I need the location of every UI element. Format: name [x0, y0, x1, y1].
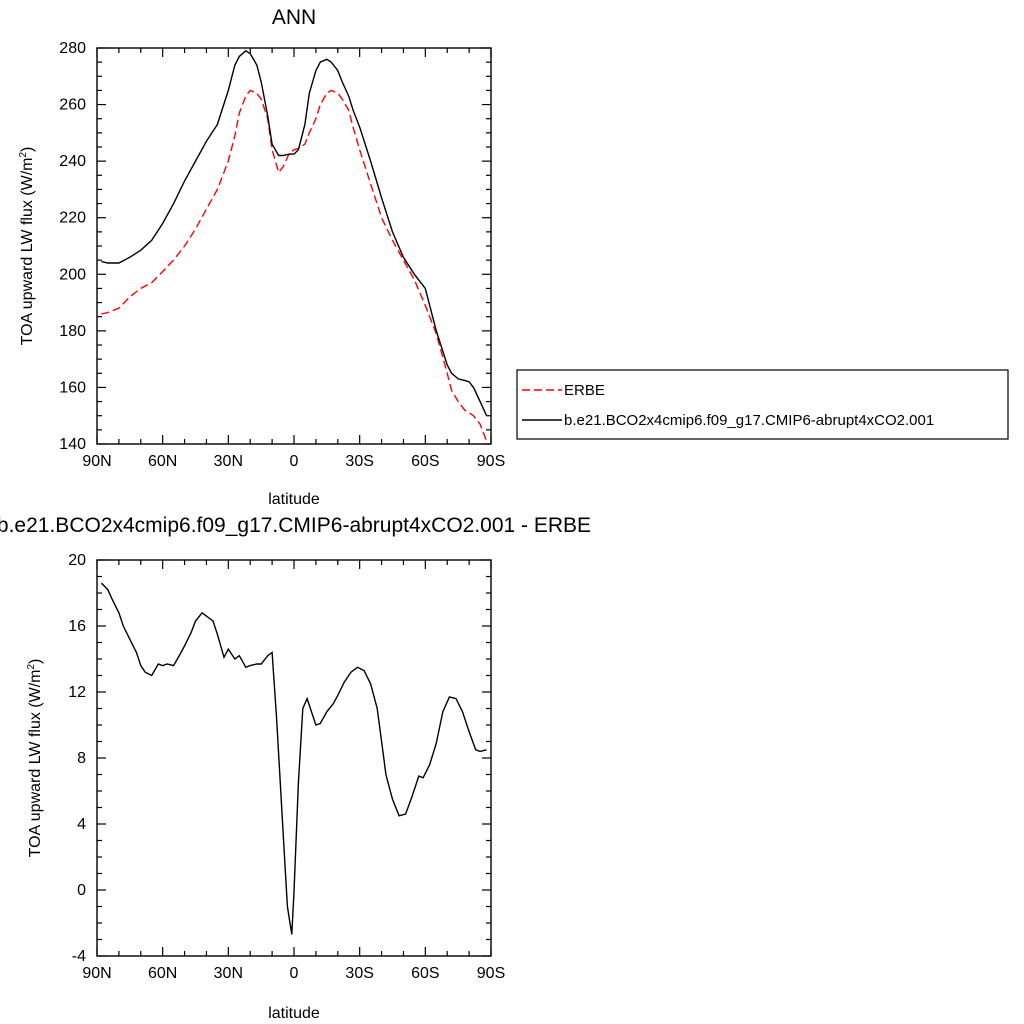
series-line-erbe	[101, 89, 488, 442]
legend-box	[516, 369, 1009, 440]
y-tick-label: 0	[77, 882, 86, 899]
y-tick-label: 8	[77, 750, 86, 767]
series-line-model	[101, 49, 488, 416]
series-lines-top	[101, 49, 488, 442]
x-tick-label: 60N	[148, 965, 177, 982]
series-lines-bottom	[100, 582, 487, 935]
x-tick-labels-top: 90N 60N 30N 0 30S 60S 90S	[82, 453, 505, 470]
chart-title-top: ANN	[272, 6, 316, 29]
y-axis-label-top-main: TOA upward LW flux (W/m	[19, 158, 36, 346]
x-tick-label: 60S	[411, 965, 439, 982]
x-tick-labels-bottom: 90N 60N 30N 0 30S 60S 90S	[82, 965, 505, 982]
y-tick-label: 12	[68, 684, 86, 701]
panel-top: ANN 90N 60N 30N 0 30S 60S 90S 140 160 180 200 220 2…	[18, 6, 1009, 508]
y-tick-label: 140	[59, 436, 86, 453]
x-axis-label-bottom: latitude	[268, 1005, 320, 1022]
y-tick-label: 160	[59, 379, 86, 396]
y-tick-label: -4	[72, 948, 86, 965]
y-axis-label-top-sup: 2	[18, 152, 29, 158]
y-tick-labels-bottom: -4 0 4 8 12 16 20	[68, 552, 86, 965]
y-tick-label: 4	[77, 816, 86, 833]
y-axis-label-bottom-main: TOA upward LW flux (W/m	[27, 670, 44, 858]
y-axis-label-top-close: )	[19, 147, 36, 152]
x-tick-label: 60N	[148, 453, 177, 470]
series-line-model	[100, 582, 487, 935]
panel-bottom: b.e21.BCO2x4cmip6.f09_g17.CMIP6-abrupt4x…	[0, 514, 591, 1022]
tick-marks-top	[96, 47, 492, 445]
x-tick-label: 60S	[411, 453, 439, 470]
y-tick-label: 260	[59, 97, 86, 114]
y-tick-label: 180	[59, 323, 86, 340]
x-tick-label: 90S	[477, 965, 505, 982]
y-tick-label: 240	[59, 153, 86, 170]
y-axis-label-bottom-close: )	[27, 659, 44, 664]
legend-entry-model: b.e21.BCO2x4cmip6.f09_g17.CMIP6-abrupt4x…	[564, 412, 934, 429]
x-tick-label: 90S	[477, 453, 505, 470]
x-axis-label-top: latitude	[268, 491, 320, 508]
x-tick-label: 0	[290, 965, 299, 982]
y-tick-label: 200	[59, 266, 86, 283]
x-tick-label: 0	[290, 453, 299, 470]
x-tick-label: 30N	[214, 965, 243, 982]
x-tick-label: 90N	[82, 453, 111, 470]
chart-title-bottom: b.e21.BCO2x4cmip6.f09_g17.CMIP6-abrupt4x…	[0, 514, 591, 537]
y-tick-label: 16	[68, 618, 86, 635]
x-tick-label: 30S	[345, 453, 373, 470]
legend-entry-erbe: ERBE	[564, 382, 605, 399]
y-tick-label: 20	[68, 552, 86, 569]
legend: ERBE b.e21.BCO2x4cmip6.f09_g17.CMIP6-abr…	[516, 369, 1009, 440]
y-tick-label: 220	[59, 210, 86, 227]
y-axis-label-top: TOA upward LW flux (W/m2)	[18, 147, 36, 346]
y-axis-label-bottom-sup: 2	[26, 664, 37, 670]
y-tick-label: 280	[59, 40, 86, 57]
x-tick-label: 30N	[214, 453, 243, 470]
y-tick-labels-top: 140 160 180 200 220 240 260 280	[59, 40, 86, 453]
tick-marks-bottom	[96, 559, 492, 957]
x-tick-label: 90N	[82, 965, 111, 982]
y-axis-label-bottom: TOA upward LW flux (W/m2)	[26, 659, 44, 858]
x-tick-label: 30S	[345, 965, 373, 982]
plot-frame-top	[96, 47, 492, 445]
